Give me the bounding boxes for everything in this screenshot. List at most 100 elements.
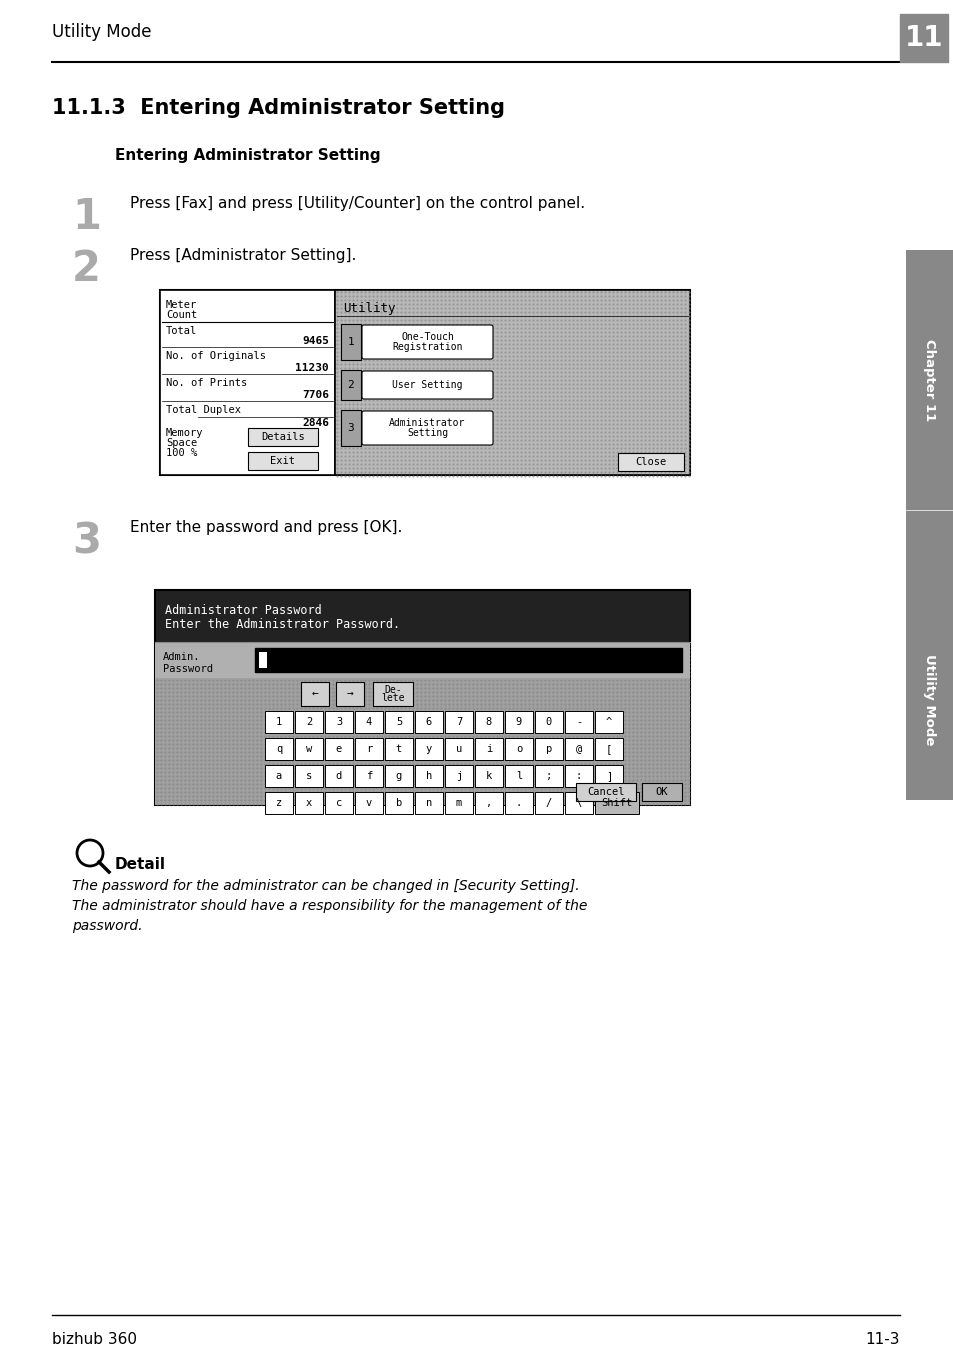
Bar xyxy=(265,792,293,814)
Bar xyxy=(325,792,353,814)
Bar xyxy=(373,681,413,706)
Bar xyxy=(899,14,947,62)
Bar xyxy=(294,792,323,814)
Bar xyxy=(618,453,683,470)
Bar xyxy=(160,289,689,475)
Bar xyxy=(385,792,413,814)
Text: Cancel: Cancel xyxy=(587,787,624,796)
Text: 11-3: 11-3 xyxy=(864,1332,899,1347)
Text: 0: 0 xyxy=(545,717,552,727)
Bar xyxy=(265,765,293,787)
Text: k: k xyxy=(485,771,492,781)
Bar xyxy=(335,289,689,475)
Bar xyxy=(340,324,360,360)
Bar xyxy=(535,765,562,787)
Text: u: u xyxy=(456,744,461,754)
Text: i: i xyxy=(485,744,492,754)
Bar xyxy=(355,711,382,733)
Bar xyxy=(504,738,533,760)
Text: 7706: 7706 xyxy=(302,389,329,400)
Text: j: j xyxy=(456,771,461,781)
Text: .: . xyxy=(516,798,521,808)
Text: De-: De- xyxy=(384,685,401,695)
Text: :: : xyxy=(576,771,581,781)
Text: Memory: Memory xyxy=(166,429,203,438)
Text: Chapter 11: Chapter 11 xyxy=(923,339,936,420)
Bar xyxy=(595,711,622,733)
Text: Admin.: Admin. xyxy=(163,652,200,662)
Text: Utility: Utility xyxy=(343,301,395,315)
Bar xyxy=(641,783,681,800)
Bar xyxy=(905,250,953,800)
Text: [: [ xyxy=(605,744,612,754)
Bar xyxy=(535,738,562,760)
Text: Details: Details xyxy=(261,433,305,442)
Bar xyxy=(265,711,293,733)
Text: 7: 7 xyxy=(456,717,461,727)
Bar xyxy=(595,792,639,814)
Text: User Setting: User Setting xyxy=(392,380,462,389)
Bar xyxy=(340,410,360,446)
Bar xyxy=(248,452,317,470)
Text: h: h xyxy=(425,771,432,781)
Text: 8: 8 xyxy=(485,717,492,727)
Bar xyxy=(564,711,593,733)
Text: Total: Total xyxy=(166,326,197,337)
Text: Registration: Registration xyxy=(392,342,462,352)
Text: Password: Password xyxy=(163,664,213,675)
Text: The administrator should have a responsibility for the management of the: The administrator should have a responsi… xyxy=(71,899,587,913)
Bar xyxy=(154,642,689,677)
Bar xyxy=(444,765,473,787)
Text: Shift: Shift xyxy=(600,798,632,808)
Text: Close: Close xyxy=(635,457,666,466)
Text: ,: , xyxy=(485,798,492,808)
Text: v: v xyxy=(366,798,372,808)
Text: r: r xyxy=(366,744,372,754)
Text: 5: 5 xyxy=(395,717,402,727)
Text: ←: ← xyxy=(312,690,318,699)
Bar xyxy=(154,642,689,804)
Text: m: m xyxy=(456,798,461,808)
Bar xyxy=(325,765,353,787)
FancyBboxPatch shape xyxy=(361,324,493,360)
Bar xyxy=(564,765,593,787)
Bar xyxy=(340,370,360,400)
Text: o: o xyxy=(516,744,521,754)
Text: Setting: Setting xyxy=(407,429,448,438)
Text: t: t xyxy=(395,744,402,754)
Bar xyxy=(248,429,317,446)
Bar xyxy=(355,738,382,760)
Text: Detail: Detail xyxy=(115,857,166,872)
Bar xyxy=(504,765,533,787)
Text: f: f xyxy=(366,771,372,781)
Text: 9465: 9465 xyxy=(302,337,329,346)
Text: Count: Count xyxy=(166,310,197,320)
Text: 1: 1 xyxy=(71,196,101,238)
Bar xyxy=(475,711,502,733)
Text: 9: 9 xyxy=(516,717,521,727)
Text: -: - xyxy=(576,717,581,727)
Text: /: / xyxy=(545,798,552,808)
Bar xyxy=(325,711,353,733)
Text: 3: 3 xyxy=(71,521,101,562)
Bar xyxy=(415,711,442,733)
Bar xyxy=(444,792,473,814)
Bar xyxy=(355,765,382,787)
Text: x: x xyxy=(306,798,312,808)
Text: Enter the password and press [OK].: Enter the password and press [OK]. xyxy=(130,521,402,535)
Bar xyxy=(294,738,323,760)
Bar xyxy=(301,681,329,706)
Text: Administrator: Administrator xyxy=(389,418,465,429)
Text: l: l xyxy=(516,771,521,781)
Text: bizhub 360: bizhub 360 xyxy=(52,1332,137,1347)
Text: No. of Prints: No. of Prints xyxy=(166,379,247,388)
Text: Administrator Password: Administrator Password xyxy=(165,604,321,617)
Text: \: \ xyxy=(576,798,581,808)
Text: ^: ^ xyxy=(605,717,612,727)
Text: d: d xyxy=(335,771,342,781)
Bar xyxy=(564,738,593,760)
Text: @: @ xyxy=(576,744,581,754)
Text: p: p xyxy=(545,744,552,754)
Text: lete: lete xyxy=(381,694,404,703)
Bar xyxy=(254,648,681,672)
